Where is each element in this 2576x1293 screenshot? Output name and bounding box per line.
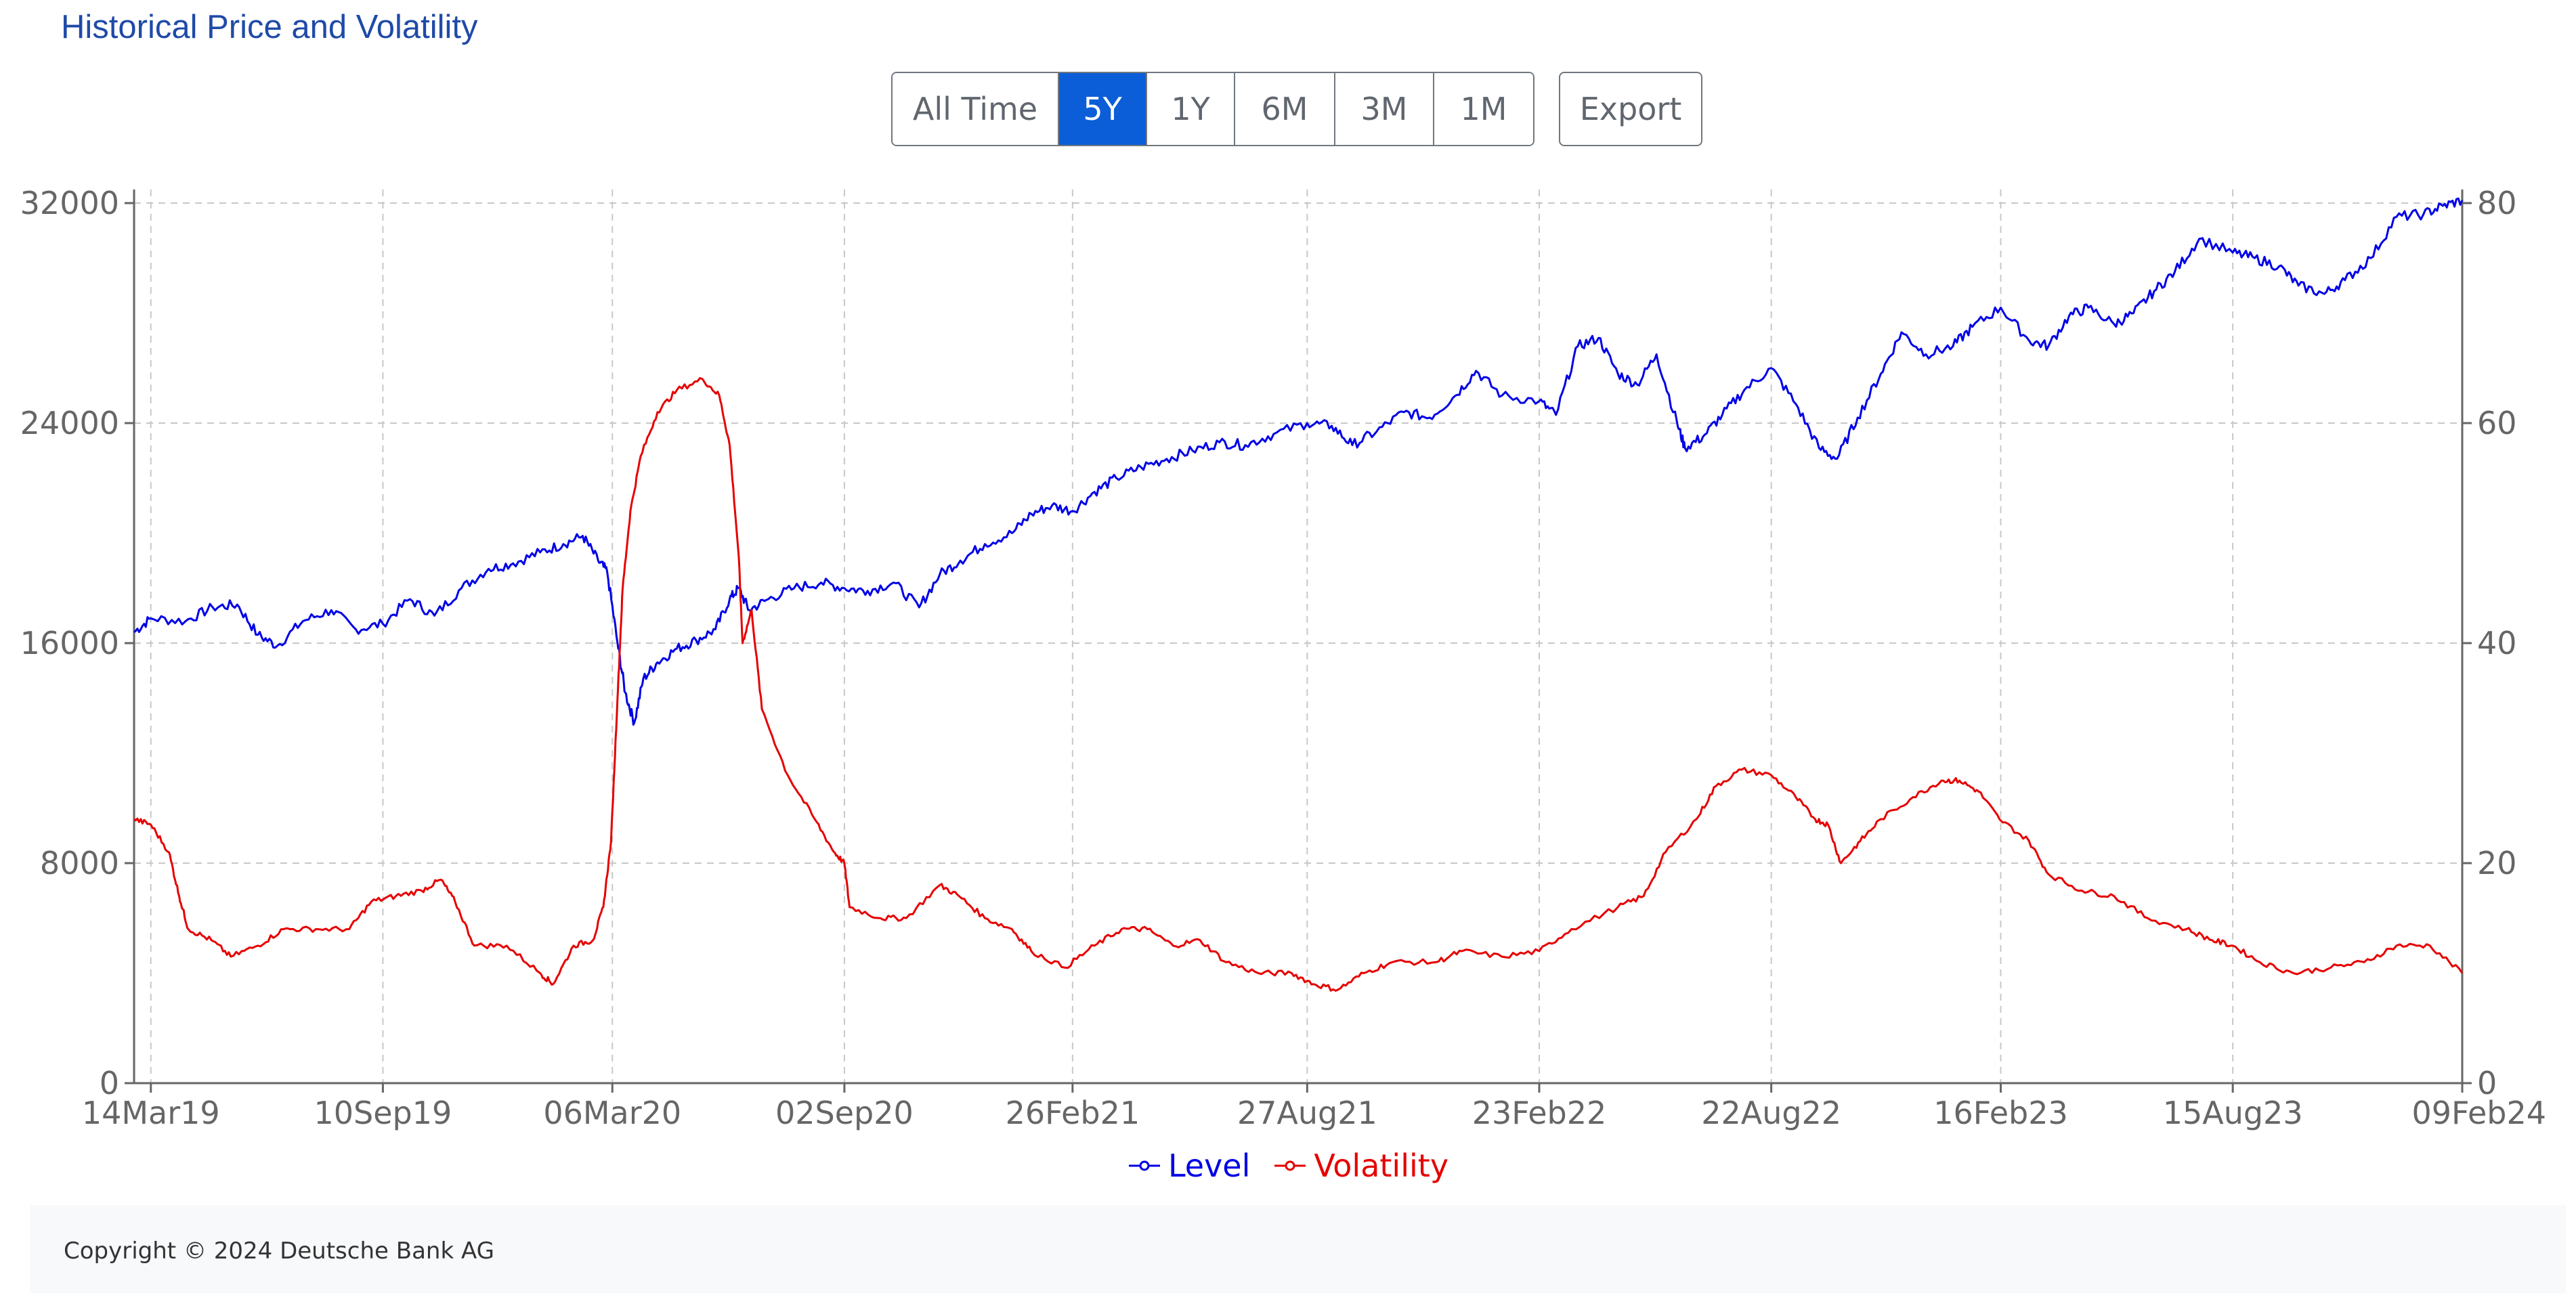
y-right-tick-label: 40 [2477,625,2517,661]
range-1y-button[interactable]: 1Y [1147,73,1235,145]
series-line-volatility [133,377,2464,992]
x-tick-label: 16Feb23 [1933,1095,2068,1131]
series-line-level [133,197,2464,726]
export-button[interactable]: Export [1559,72,1702,146]
y-right-tick-label: 80 [2477,185,2517,221]
footer: Copyright © 2024 Deutsche Bank AG [30,1205,2566,1293]
legend-volatility-label: Volatility [1314,1147,1449,1184]
legend-level-marker-icon [1128,1160,1160,1171]
y-left-tick-label: 8000 [40,845,119,881]
range-1m-button[interactable]: 1M [1434,73,1533,145]
range-3m-button[interactable]: 3M [1335,73,1434,145]
range-6m-button[interactable]: 6M [1235,73,1335,145]
range-button-group: All Time 5Y 1Y 6M 3M 1M [891,72,1534,146]
y-right-tick-label: 0 [2477,1065,2497,1101]
chart-legend: Level Volatility [0,1147,2576,1184]
range-5y-button[interactable]: 5Y [1059,73,1147,145]
legend-item-volatility[interactable]: Volatility [1273,1147,1448,1184]
y-left-tick-label: 16000 [20,625,119,661]
x-tick-label: 27Aug21 [1237,1095,1377,1131]
legend-level-label: Level [1167,1147,1251,1184]
copyright-text: Copyright © 2024 Deutsche Bank AG [64,1237,494,1265]
x-tick-label: 22Aug22 [1701,1095,1841,1131]
legend-volatility-marker-icon [1274,1160,1306,1171]
chart-axes [133,190,2464,1084]
x-tick-label: 14Mar19 [82,1095,220,1131]
x-tick-label: 26Feb21 [1006,1095,1140,1131]
y-left-tick-label: 24000 [20,405,119,441]
chart-ticks: 0 8000 16000 24000 32000 0 20 40 60 80 14Mar19 10Se… [20,185,2546,1131]
y-left-tick-label: 32000 [20,185,119,221]
range-all-time-button[interactable]: All Time [893,73,1059,145]
chart-grid [134,190,2463,1083]
x-tick-label: 10Sep19 [314,1095,452,1131]
x-tick-label: 02Sep20 [775,1095,914,1131]
chart-series [133,197,2464,992]
legend-item-level[interactable]: Level [1128,1147,1250,1184]
price-volatility-chart: 0 8000 16000 24000 32000 0 20 40 60 80 14Mar19 10Se… [20,185,2546,1131]
x-tick-label: 06Mar20 [543,1095,681,1131]
y-right-tick-label: 20 [2477,845,2517,881]
y-right-tick-label: 60 [2477,405,2517,441]
x-tick-label: 09Feb24 [2411,1095,2546,1131]
x-tick-label: 15Aug23 [2163,1095,2303,1131]
y-left-tick-label: 0 [100,1065,119,1101]
page-title: Historical Price and Volatility [61,9,478,45]
x-tick-label: 23Feb22 [1472,1095,1607,1131]
